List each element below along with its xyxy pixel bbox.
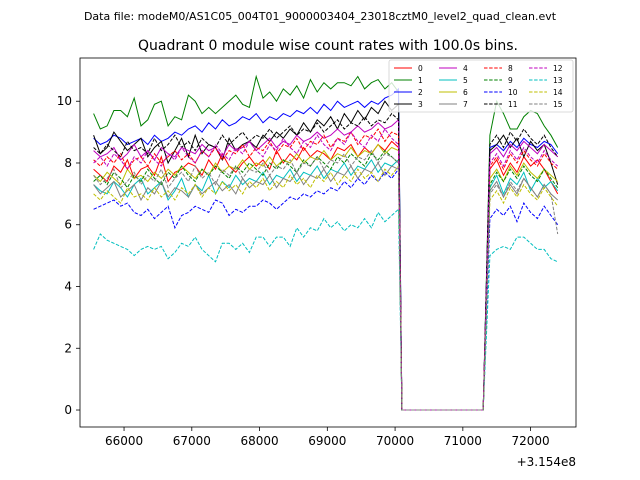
series-line-1 <box>93 74 559 411</box>
x-tick-label: 69000 <box>308 434 346 448</box>
legend-label-2: 2 <box>418 88 423 97</box>
x-tick-label: 67000 <box>173 434 211 448</box>
legend-label-12: 12 <box>553 64 563 73</box>
y-tick-label: 8 <box>64 156 72 170</box>
legend-label-13: 13 <box>553 76 563 85</box>
legend-label-5: 5 <box>463 76 468 85</box>
figure-suptitle: Data file: modeM0/AS1C05_004T01_90000034… <box>84 10 557 23</box>
series-line-0 <box>93 140 559 411</box>
x-tick-label: 66000 <box>105 434 143 448</box>
series-line-5 <box>93 158 559 411</box>
y-axis: 0 2 4 6 8 10 <box>57 94 80 417</box>
x-axis-offset-label: +3.154e8 <box>517 455 576 469</box>
series-line-12 <box>93 128 559 411</box>
chart-title: Quadrant 0 module wise count rates with … <box>138 38 518 54</box>
legend-box <box>388 59 574 113</box>
series-line-15 <box>93 149 559 411</box>
legend-label-9: 9 <box>508 76 513 85</box>
legend-label-8: 8 <box>508 64 513 73</box>
legend-label-11: 11 <box>508 100 518 109</box>
x-tick-label: 71000 <box>444 434 482 448</box>
legend-label-6: 6 <box>463 88 468 97</box>
legend-label-1: 1 <box>418 76 423 85</box>
x-tick-label: 72000 <box>512 434 550 448</box>
legend-label-7: 7 <box>463 100 468 109</box>
y-tick-label: 0 <box>64 403 72 417</box>
y-tick-label: 4 <box>64 280 72 294</box>
y-tick-label: 2 <box>64 341 72 355</box>
series-line-10 <box>93 167 559 411</box>
series-layer <box>93 74 559 411</box>
y-tick-label: 10 <box>57 94 72 108</box>
series-line-14 <box>93 164 559 411</box>
plot-frame <box>79 57 577 428</box>
series-line-13 <box>93 208 558 411</box>
x-tick-label: 68000 <box>240 434 278 448</box>
legend-label-4: 4 <box>463 64 468 73</box>
series-line-6 <box>93 143 559 411</box>
y-tick-label: 6 <box>64 218 72 232</box>
series-line-4 <box>93 118 559 411</box>
series-line-7 <box>93 162 559 411</box>
legend-label-10: 10 <box>508 88 518 97</box>
legend-label-0: 0 <box>418 64 423 73</box>
series-line-8 <box>93 128 559 411</box>
legend-label-15: 15 <box>553 100 563 109</box>
legend-label-14: 14 <box>553 88 563 97</box>
series-line-2 <box>93 87 559 411</box>
x-tick-label: 70000 <box>376 434 414 448</box>
series-line-11 <box>93 112 559 411</box>
series-line-9 <box>93 149 559 411</box>
x-axis: 66000 67000 68000 69000 70000 71000 72000 <box>105 427 550 448</box>
series-line-3 <box>93 100 559 411</box>
legend-label-3: 3 <box>418 100 423 109</box>
